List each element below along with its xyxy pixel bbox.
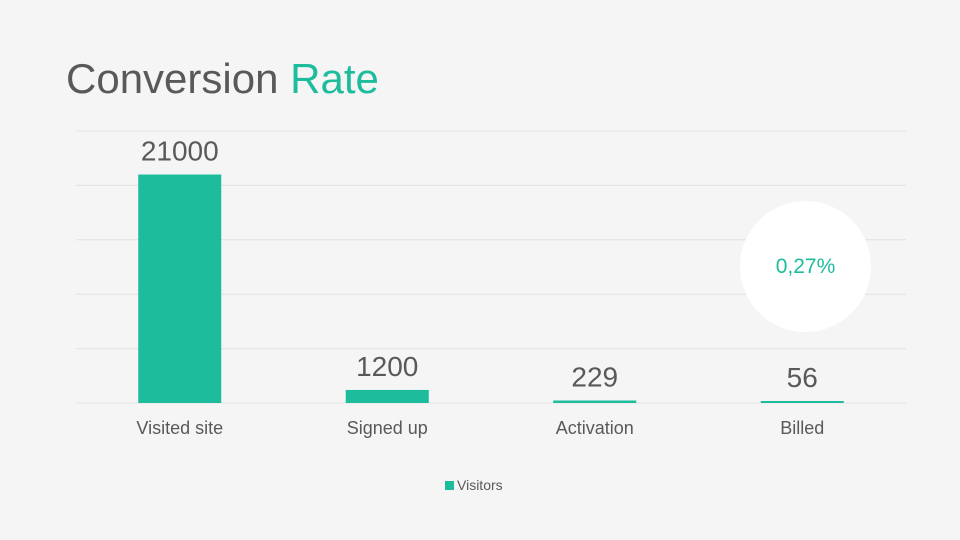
data-label: 56: [787, 362, 818, 393]
x-tick-label: Activation: [556, 418, 634, 438]
data-label: 21000: [141, 136, 219, 167]
bar: [138, 174, 222, 403]
legend-swatch: [445, 480, 454, 490]
x-tick-label: Visited site: [136, 418, 223, 438]
legend-label: Visitors: [457, 477, 503, 493]
conversion-rate-badge: 0,27%: [740, 201, 871, 332]
data-label: 1200: [356, 351, 418, 382]
bar: [345, 389, 429, 403]
title-accent: Rate: [290, 55, 379, 102]
data-label: 229: [571, 362, 618, 393]
bar: [760, 401, 844, 403]
conversion-rate-value: 0,27%: [775, 254, 836, 278]
title-main: Conversion: [66, 55, 279, 102]
bar: [553, 400, 637, 403]
x-tick-label: Billed: [780, 418, 824, 438]
x-tick-label: Signed up: [347, 418, 428, 438]
chart-legend: Visitors: [445, 477, 503, 493]
page-title: Conversion Rate: [66, 54, 379, 104]
